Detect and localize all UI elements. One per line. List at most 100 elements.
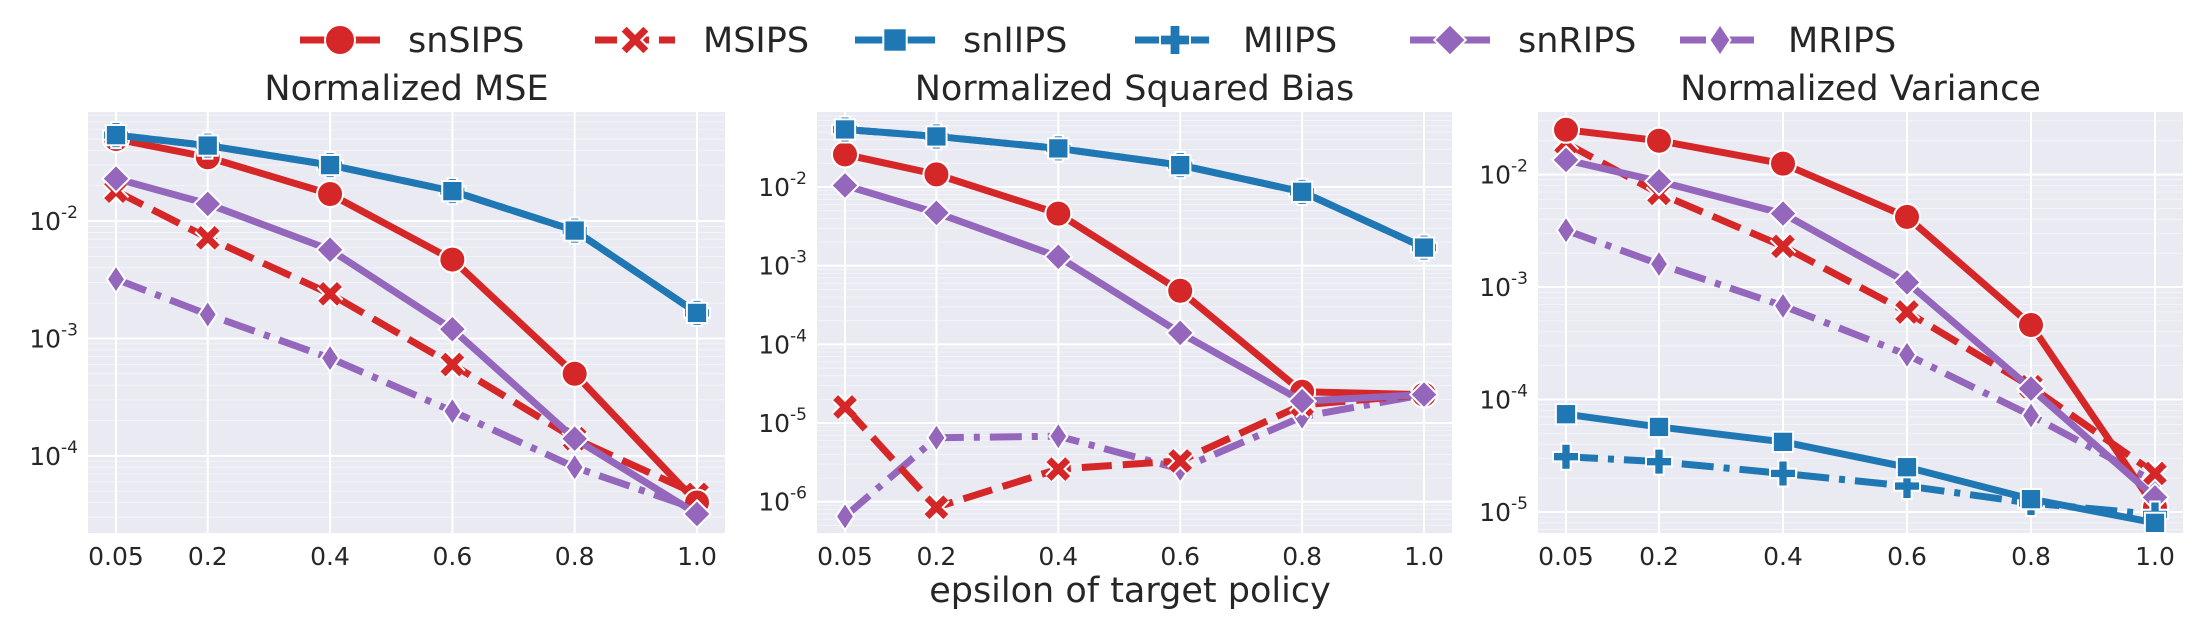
series-line-sniips: [1565, 410, 2156, 527]
subplot-variance: 10-5 10-4 10-3 10-2 0.05 0.2 0.4 0.6 0.8 1.0 Norma…: [1479, 69, 2183, 571]
series-line-snrips: [115, 175, 699, 517]
data-point-msips: [1166, 447, 1194, 475]
legend-label-msips: MSIPS: [703, 21, 809, 61]
x-tick-label: 0.4: [1038, 542, 1078, 571]
x-tick-label: 0.8: [2011, 542, 2051, 571]
data-point-sniips: [196, 134, 219, 157]
x-tick-label: 0.05: [88, 542, 144, 571]
series-line-sniips: [844, 125, 1426, 251]
data-point-snsips: [831, 140, 859, 169]
y-tick-label: 10-2: [29, 203, 78, 236]
legend-label-mrips: MRIPS: [1788, 21, 1896, 61]
legend-marker-msips: [620, 25, 650, 55]
data-point-snsips: [316, 180, 345, 209]
series-line-mrips: [114, 275, 699, 513]
series-snrips: [1550, 144, 2171, 513]
data-point-miips: [1645, 447, 1673, 476]
series-line-snrips: [843, 182, 1425, 405]
data-point-mrips: [564, 451, 585, 483]
data-point-msips: [1769, 233, 1797, 260]
data-point-snrips: [1408, 379, 1440, 410]
y-tick-label: 10-5: [758, 405, 807, 438]
subplot-title: Normalized MSE: [264, 69, 548, 109]
x-tick-label: 0.4: [1763, 542, 1803, 571]
y-tick-label: 10-2: [758, 169, 807, 202]
x-tick-label: 0.2: [1639, 542, 1679, 571]
y-tick-label: 10-6: [758, 484, 807, 517]
series-sniips: [104, 123, 709, 325]
legend-label-snrips: snRIPS: [1518, 21, 1636, 61]
data-point-sniips: [1554, 403, 1578, 426]
series-sniips: [1554, 403, 2167, 534]
data-point-sniips: [104, 123, 128, 147]
series-line-snsips: [115, 135, 700, 505]
y-tick-label: 10-3: [1479, 269, 1528, 302]
data-point-snrips: [559, 423, 590, 454]
x-tick-label: 0.4: [310, 542, 350, 571]
series-line-sniips: [115, 131, 699, 316]
data-point-sniips: [318, 153, 342, 177]
legend-marker-snsips: [324, 24, 356, 56]
y-tick-label: 10-4: [758, 326, 807, 359]
data-point-sniips: [925, 125, 948, 148]
data-point-snrips: [1550, 144, 1582, 175]
data-point-sniips: [833, 118, 857, 141]
data-point-snsips: [438, 245, 467, 274]
data-point-snsips: [1166, 276, 1195, 305]
data-point-sniips: [1169, 153, 1192, 177]
data-point-msips: [194, 224, 221, 252]
data-point-sniips: [1047, 137, 1070, 160]
data-point-miips: [1893, 472, 1921, 501]
data-point-msips: [831, 393, 859, 421]
legend-item-msips: MSIPS: [595, 21, 809, 61]
data-point-mrips: [319, 342, 341, 374]
data-point-snrips: [314, 234, 346, 265]
data-point-sniips: [441, 179, 464, 203]
x-tick-label: 0.2: [917, 542, 957, 571]
data-point-snrips: [192, 188, 223, 219]
series-sniips: [833, 118, 1436, 259]
plot-area: [817, 112, 1452, 533]
legend-label-miips: MIIPS: [1243, 21, 1337, 61]
data-point-sniips: [1895, 456, 1919, 479]
data-point-mrips: [1048, 420, 1069, 452]
data-point-snsips: [1044, 199, 1073, 228]
data-point-snrips: [437, 314, 468, 345]
series-line-mrips: [842, 391, 1425, 520]
data-point-mrips: [105, 263, 127, 295]
data-point-mrips: [1555, 214, 1577, 246]
subplot-title: Normalized Variance: [1680, 69, 2041, 109]
data-point-sniips: [1290, 180, 1314, 203]
data-point-mrips: [1648, 248, 1670, 280]
data-point-snrips: [100, 163, 132, 194]
series-line-snsips: [844, 150, 1425, 399]
y-tick-label: 10-5: [1479, 494, 1528, 527]
data-point-msips: [439, 351, 466, 378]
series-line-snsips: [1565, 126, 2158, 510]
series-line-msips: [1564, 140, 2158, 477]
x-tick-label: 0.05: [817, 542, 873, 571]
data-point-mrips: [1896, 339, 1918, 371]
data-point-snrips: [1891, 267, 1923, 298]
data-point-mrips: [1772, 290, 1794, 322]
x-tick-label: 1.0: [677, 542, 717, 571]
data-point-snsips: [2017, 310, 2045, 339]
data-point-msips: [1045, 455, 1072, 483]
data-point-snrips: [681, 498, 713, 529]
data-point-snrips: [1643, 166, 1675, 197]
legend-marker-sniips: [882, 27, 908, 53]
data-point-mrips: [2020, 400, 2042, 431]
series-mrips: [1555, 214, 2166, 498]
legend-item-mrips: MRIPS: [1680, 21, 1896, 61]
legend-label-sniips: snIIPS: [963, 21, 1067, 61]
data-point-mrips: [926, 422, 947, 454]
y-tick-label: 10-2: [1479, 157, 1528, 190]
x-tick-label: 0.2: [188, 542, 228, 571]
subplot-squared-bias: 10-6 10-5 10-4 10-3 10-2 0.05 0.2 0.4 0.6 0.8 1.0 N…: [758, 69, 1452, 571]
data-point-msips: [923, 494, 950, 521]
data-point-sniips: [1647, 415, 1671, 439]
y-tick-label: 10-4: [1479, 381, 1528, 414]
data-point-msips: [1893, 298, 1921, 326]
y-tick-label: 10-3: [758, 248, 807, 281]
